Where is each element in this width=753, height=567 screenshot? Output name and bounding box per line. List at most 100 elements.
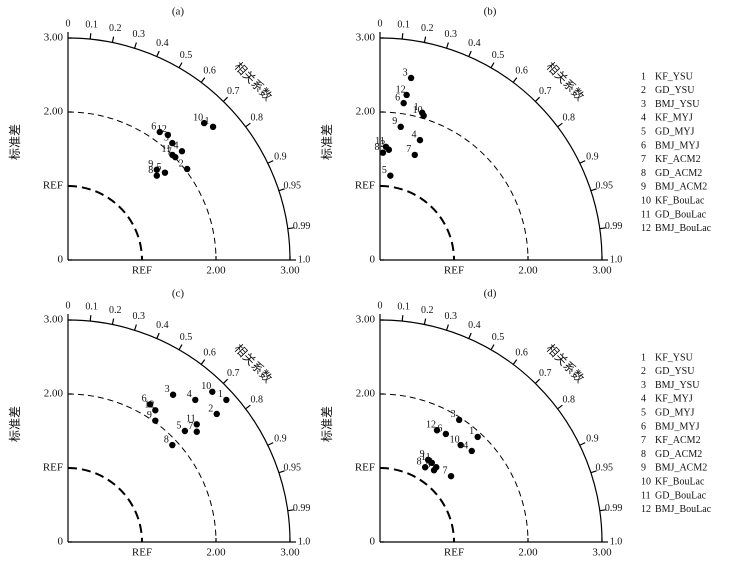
y-axis-title: 标准差	[8, 124, 22, 160]
point-label: 3	[164, 132, 169, 143]
legend-id: 6	[641, 421, 646, 432]
arc-title: 相关系数	[544, 59, 588, 104]
corr-tick	[111, 36, 115, 43]
point-label: 8	[417, 457, 422, 468]
point-label: 4	[187, 389, 192, 400]
corr-tick-label: 1.0	[610, 254, 623, 265]
corr-tick-label: 0.5	[492, 50, 505, 61]
corr-tick-label: 0.8	[563, 395, 576, 406]
corr-tick	[401, 315, 404, 322]
legend-id: 7	[641, 154, 646, 165]
point-label: 6	[151, 121, 156, 132]
point	[468, 447, 475, 455]
point	[193, 428, 200, 435]
x-tick-label: REF	[444, 547, 464, 559]
x-tick-label: 2.00	[206, 265, 226, 277]
y-tick-label: 0	[370, 536, 376, 548]
point	[209, 123, 217, 130]
y-tick-label: 2.00	[356, 106, 376, 118]
corr-tick	[490, 62, 495, 69]
corr-tick-label: 0.8	[251, 395, 264, 406]
corr-tick	[245, 122, 251, 128]
legend-label: GD_YSU	[655, 85, 695, 96]
corr-tick-label: 0.7	[227, 86, 240, 97]
point-label: 7	[188, 421, 193, 432]
point	[382, 143, 390, 150]
point-label: 5	[176, 420, 181, 431]
x-tick-label: 3.00	[280, 547, 300, 559]
point-label: 2	[179, 158, 184, 169]
point	[400, 99, 407, 107]
corr-tick-label: 0.8	[563, 113, 576, 124]
corr-tick	[278, 470, 285, 474]
corr-tick	[89, 33, 92, 40]
point-label: 9	[420, 449, 425, 460]
point	[420, 112, 427, 119]
corr-tick-label: 0.8	[251, 113, 264, 124]
point	[397, 123, 404, 130]
corr-tick-label: 0	[378, 18, 383, 29]
point	[183, 165, 191, 173]
legend-id: 9	[641, 182, 646, 193]
legend-id: 10	[641, 476, 651, 487]
point-label: 5	[426, 460, 431, 471]
outer-arc	[379, 37, 603, 261]
corr-tick-label: 0.6	[203, 65, 216, 76]
point	[192, 396, 199, 404]
ref-arc	[67, 185, 143, 261]
legend-label: KF_YSU	[655, 71, 694, 82]
corr-tick	[423, 36, 427, 43]
point	[193, 421, 200, 428]
corr-tick-label: 0.95	[283, 181, 301, 192]
corr-tick	[134, 324, 137, 331]
point-label: 8	[164, 434, 169, 445]
legend-label: KF_ACM2	[655, 435, 701, 446]
corr-tick	[512, 77, 518, 83]
legend-id: 6	[641, 140, 646, 151]
point	[455, 416, 463, 424]
point	[213, 410, 220, 418]
corr-tick-label: 0.95	[595, 181, 613, 192]
corr-tick	[267, 160, 274, 164]
point	[223, 396, 230, 404]
point-label: 9	[392, 116, 397, 127]
y-tick-label: 2.00	[44, 388, 64, 400]
corr-tick	[111, 318, 115, 325]
legend-label: GD_MYJ	[655, 407, 695, 418]
outer-arc	[67, 37, 291, 261]
y-tick-label: REF	[355, 180, 375, 192]
chart-title: (b)	[484, 6, 497, 18]
point	[447, 472, 455, 480]
corr-tick-label: 0.1	[85, 301, 98, 312]
legend-id: 2	[641, 85, 646, 96]
y-axis-title: 标准差	[320, 406, 334, 442]
legend-id: 3	[641, 99, 646, 110]
point	[433, 427, 441, 434]
arc-title: 相关系数	[232, 341, 276, 386]
point-label: 12	[157, 124, 167, 135]
x-tick-label: 3.00	[280, 265, 300, 277]
legend-id: 11	[641, 209, 651, 220]
legend-label: KF_BouLac	[655, 195, 705, 206]
corr-tick-label: 0.99	[605, 503, 623, 514]
corr-tick-label: 1.0	[610, 536, 623, 547]
x-tick-label: 2.00	[206, 547, 226, 559]
legend-label: KF_MYJ	[655, 113, 693, 124]
corr-tick	[401, 33, 404, 40]
point-label: 6	[437, 423, 442, 434]
point-label: 1	[205, 116, 210, 127]
corr-tick	[512, 359, 518, 365]
legend-label: BMJ_MYJ	[655, 421, 700, 432]
point	[411, 151, 418, 159]
corr-tick	[245, 404, 251, 410]
point	[152, 407, 159, 414]
corr-tick	[287, 509, 294, 512]
corr-tick-label: 0.99	[293, 503, 311, 514]
y-tick-label: 2.00	[44, 106, 64, 118]
point-label: 11	[375, 136, 385, 147]
corr-tick-label: 0.3	[445, 29, 458, 40]
point-label: 8	[374, 142, 379, 153]
corr-tick	[534, 96, 541, 102]
point	[421, 464, 429, 471]
